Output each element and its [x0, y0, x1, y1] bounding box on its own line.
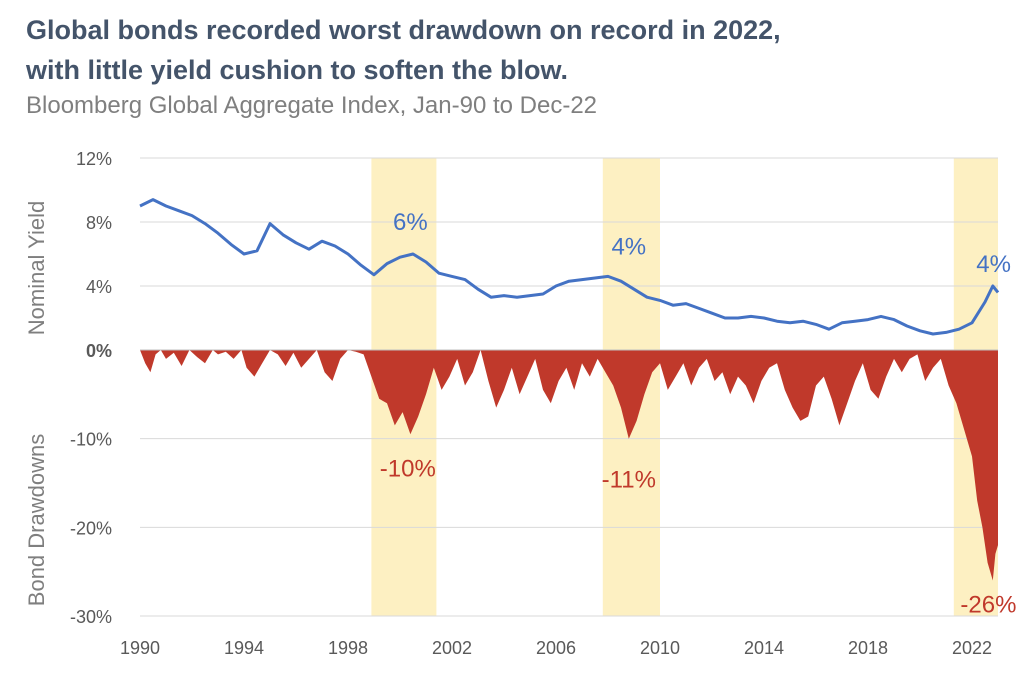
x-axis-ticks: 1990 1994 1998 2002 2006 2010 2014 2018 2022 — [120, 638, 992, 658]
y-tick-label: 0% — [86, 341, 112, 361]
x-tick-label: 1994 — [224, 638, 264, 658]
highlight-bands — [371, 158, 998, 616]
y-tick-label: -10% — [70, 430, 112, 450]
drawdown-area-group — [140, 349, 998, 581]
drawdown-area — [140, 350, 998, 581]
yield-annotation: 6% — [393, 209, 428, 236]
x-tick-label: 2002 — [432, 638, 472, 658]
y-tick-label: 4% — [86, 277, 112, 297]
y-axis-ticks: 12% 8% 4% 0% -10% -20% -30% — [70, 149, 112, 627]
x-tick-label: 2018 — [848, 638, 888, 658]
x-tick-label: 1990 — [120, 638, 160, 658]
y-tick-label: 12% — [76, 149, 112, 169]
y-axis-title-drawdowns: Bond Drawdowns — [24, 434, 49, 606]
x-tick-label: 2014 — [744, 638, 784, 658]
gridlines — [140, 157, 998, 617]
drawdown-annotation: -10% — [380, 456, 436, 483]
chart-title-line-1: Global bonds recorded worst drawdown on … — [26, 15, 781, 45]
y-tick-label: 8% — [86, 213, 112, 233]
chart-title-line-2: with little yield cushion to soften the … — [26, 55, 569, 85]
yield-annotation: 4% — [976, 251, 1011, 278]
yield-line — [139, 198, 1000, 336]
y-tick-label: -30% — [70, 607, 112, 627]
x-tick-label: 2006 — [536, 638, 576, 658]
x-tick-label: 2022 — [952, 638, 992, 658]
axis-titles: Nominal Yield Bond Drawdowns — [24, 201, 49, 606]
yield-line-group — [139, 198, 1000, 336]
drawdown-annotation: -26% — [960, 592, 1016, 619]
yield-annotation: 4% — [611, 233, 646, 260]
y-tick-label: -20% — [70, 518, 112, 538]
annotations: 6% 4% 4% -10% -11% -26% — [380, 209, 1017, 619]
chart-subtitle: Bloomberg Global Aggregate Index, Jan-90… — [26, 92, 598, 119]
y-axis-title-yield: Nominal Yield — [24, 201, 49, 336]
x-tick-label: 2010 — [640, 638, 680, 658]
x-tick-label: 1998 — [328, 638, 368, 658]
drawdown-annotation: -11% — [602, 467, 656, 494]
chart-title: Global bonds recorded worst drawdown on … — [26, 10, 781, 90]
